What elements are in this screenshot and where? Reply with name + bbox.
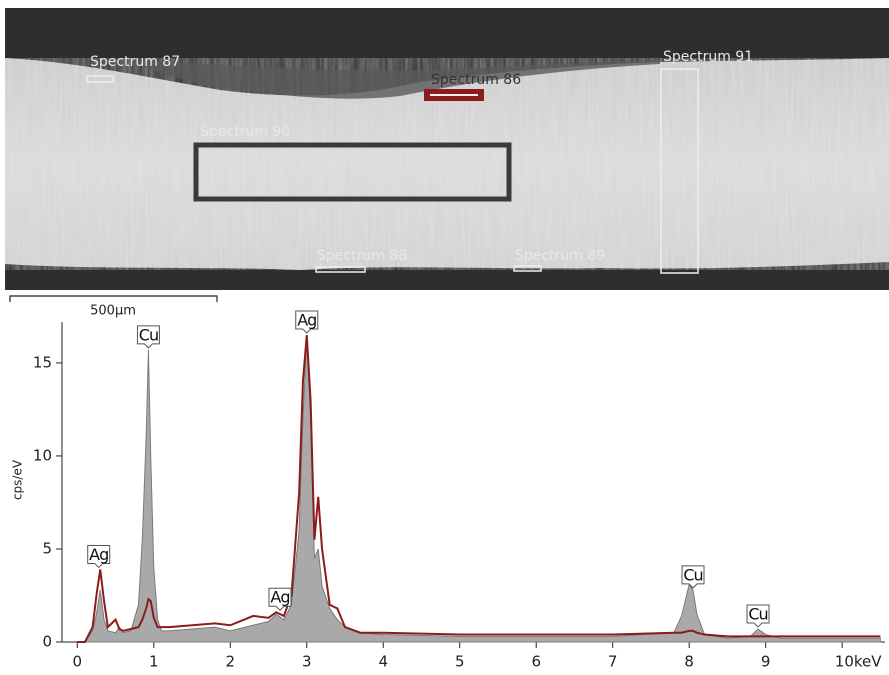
x-tick-label: 1 <box>149 653 159 671</box>
spectrum-line <box>77 334 881 643</box>
annotation: Cu <box>683 565 702 584</box>
spectrum-area <box>77 336 881 643</box>
scale-bar-label: 500µm <box>90 304 136 319</box>
annotation-box <box>681 565 705 589</box>
annotation: Cu <box>139 325 158 344</box>
region-box <box>86 75 114 83</box>
x-tick-label: 3 <box>302 653 312 671</box>
oxide-layer <box>130 60 660 99</box>
x-tick-label: 6 <box>531 653 541 671</box>
annotation: Cu <box>748 604 767 623</box>
region-box <box>513 265 542 272</box>
x-tick-label: 0 <box>73 653 83 671</box>
region-label: Spectrum 91 <box>663 49 753 65</box>
annotation: Ag <box>89 545 108 564</box>
region-label: Spectrum 87 <box>90 54 180 70</box>
x-tick-label: 4 <box>378 653 388 671</box>
specimen-texture <box>5 58 889 270</box>
annotation-box <box>746 604 770 628</box>
y-tick-label: 5 <box>42 539 52 557</box>
region-box <box>660 68 699 274</box>
annotation-box <box>295 310 319 334</box>
x-tick-label: 7 <box>608 653 618 671</box>
y-axis-label: cps/eV <box>11 459 25 500</box>
x-tick-label: 8 <box>684 653 694 671</box>
region-label: Spectrum 86 <box>431 72 521 88</box>
region-label: Spectrum 88 <box>317 248 407 264</box>
annotation-box <box>87 544 111 569</box>
micrograph: Spectrum 87 Spectrum 86 Spectrum 91 Spec… <box>5 8 889 319</box>
y-tick-label: 15 <box>33 353 52 371</box>
y-tick-label: 0 <box>42 633 52 651</box>
x-tick-label: 2 <box>225 653 235 671</box>
region-label: Spectrum 89 <box>515 248 605 264</box>
annotation-box <box>136 325 160 349</box>
x-tick-label: 9 <box>761 653 771 671</box>
region-box <box>315 266 366 273</box>
annotation: Ag <box>297 311 316 330</box>
x-tick-label: 10keV <box>835 653 882 671</box>
region-label: Spectrum 90 <box>200 124 290 140</box>
scale-bar <box>9 295 218 302</box>
annotation: Ag <box>270 588 289 607</box>
annotation-box <box>268 587 292 611</box>
region-box <box>193 142 512 202</box>
y-tick-label: 10 <box>33 446 52 464</box>
x-tick-label: 5 <box>455 653 465 671</box>
